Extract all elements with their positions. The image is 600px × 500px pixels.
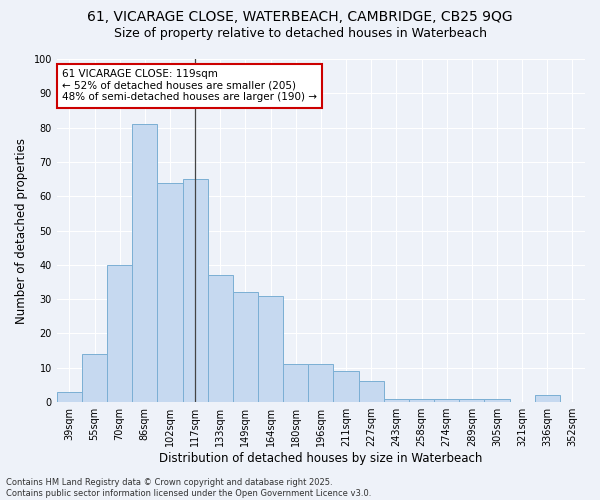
Bar [459,398,484,402]
Text: 61 VICARAGE CLOSE: 119sqm
← 52% of detached houses are smaller (205)
48% of semi: 61 VICARAGE CLOSE: 119sqm ← 52% of detac… [62,70,317,102]
X-axis label: Distribution of detached houses by size in Waterbeach: Distribution of detached houses by size … [159,452,482,465]
Bar [283,364,308,402]
Bar [535,395,560,402]
Bar [434,398,459,402]
Bar [208,275,233,402]
Bar [233,292,258,402]
Bar [182,179,208,402]
Bar [157,182,182,402]
Bar [107,265,132,402]
Bar [258,296,283,402]
Text: Contains HM Land Registry data © Crown copyright and database right 2025.
Contai: Contains HM Land Registry data © Crown c… [6,478,371,498]
Bar [384,398,409,402]
Bar [359,382,384,402]
Text: 61, VICARAGE CLOSE, WATERBEACH, CAMBRIDGE, CB25 9QG: 61, VICARAGE CLOSE, WATERBEACH, CAMBRIDG… [87,10,513,24]
Bar [82,354,107,402]
Text: Size of property relative to detached houses in Waterbeach: Size of property relative to detached ho… [113,28,487,40]
Y-axis label: Number of detached properties: Number of detached properties [15,138,28,324]
Bar [132,124,157,402]
Bar [334,371,359,402]
Bar [484,398,509,402]
Bar [57,392,82,402]
Bar [308,364,334,402]
Bar [409,398,434,402]
